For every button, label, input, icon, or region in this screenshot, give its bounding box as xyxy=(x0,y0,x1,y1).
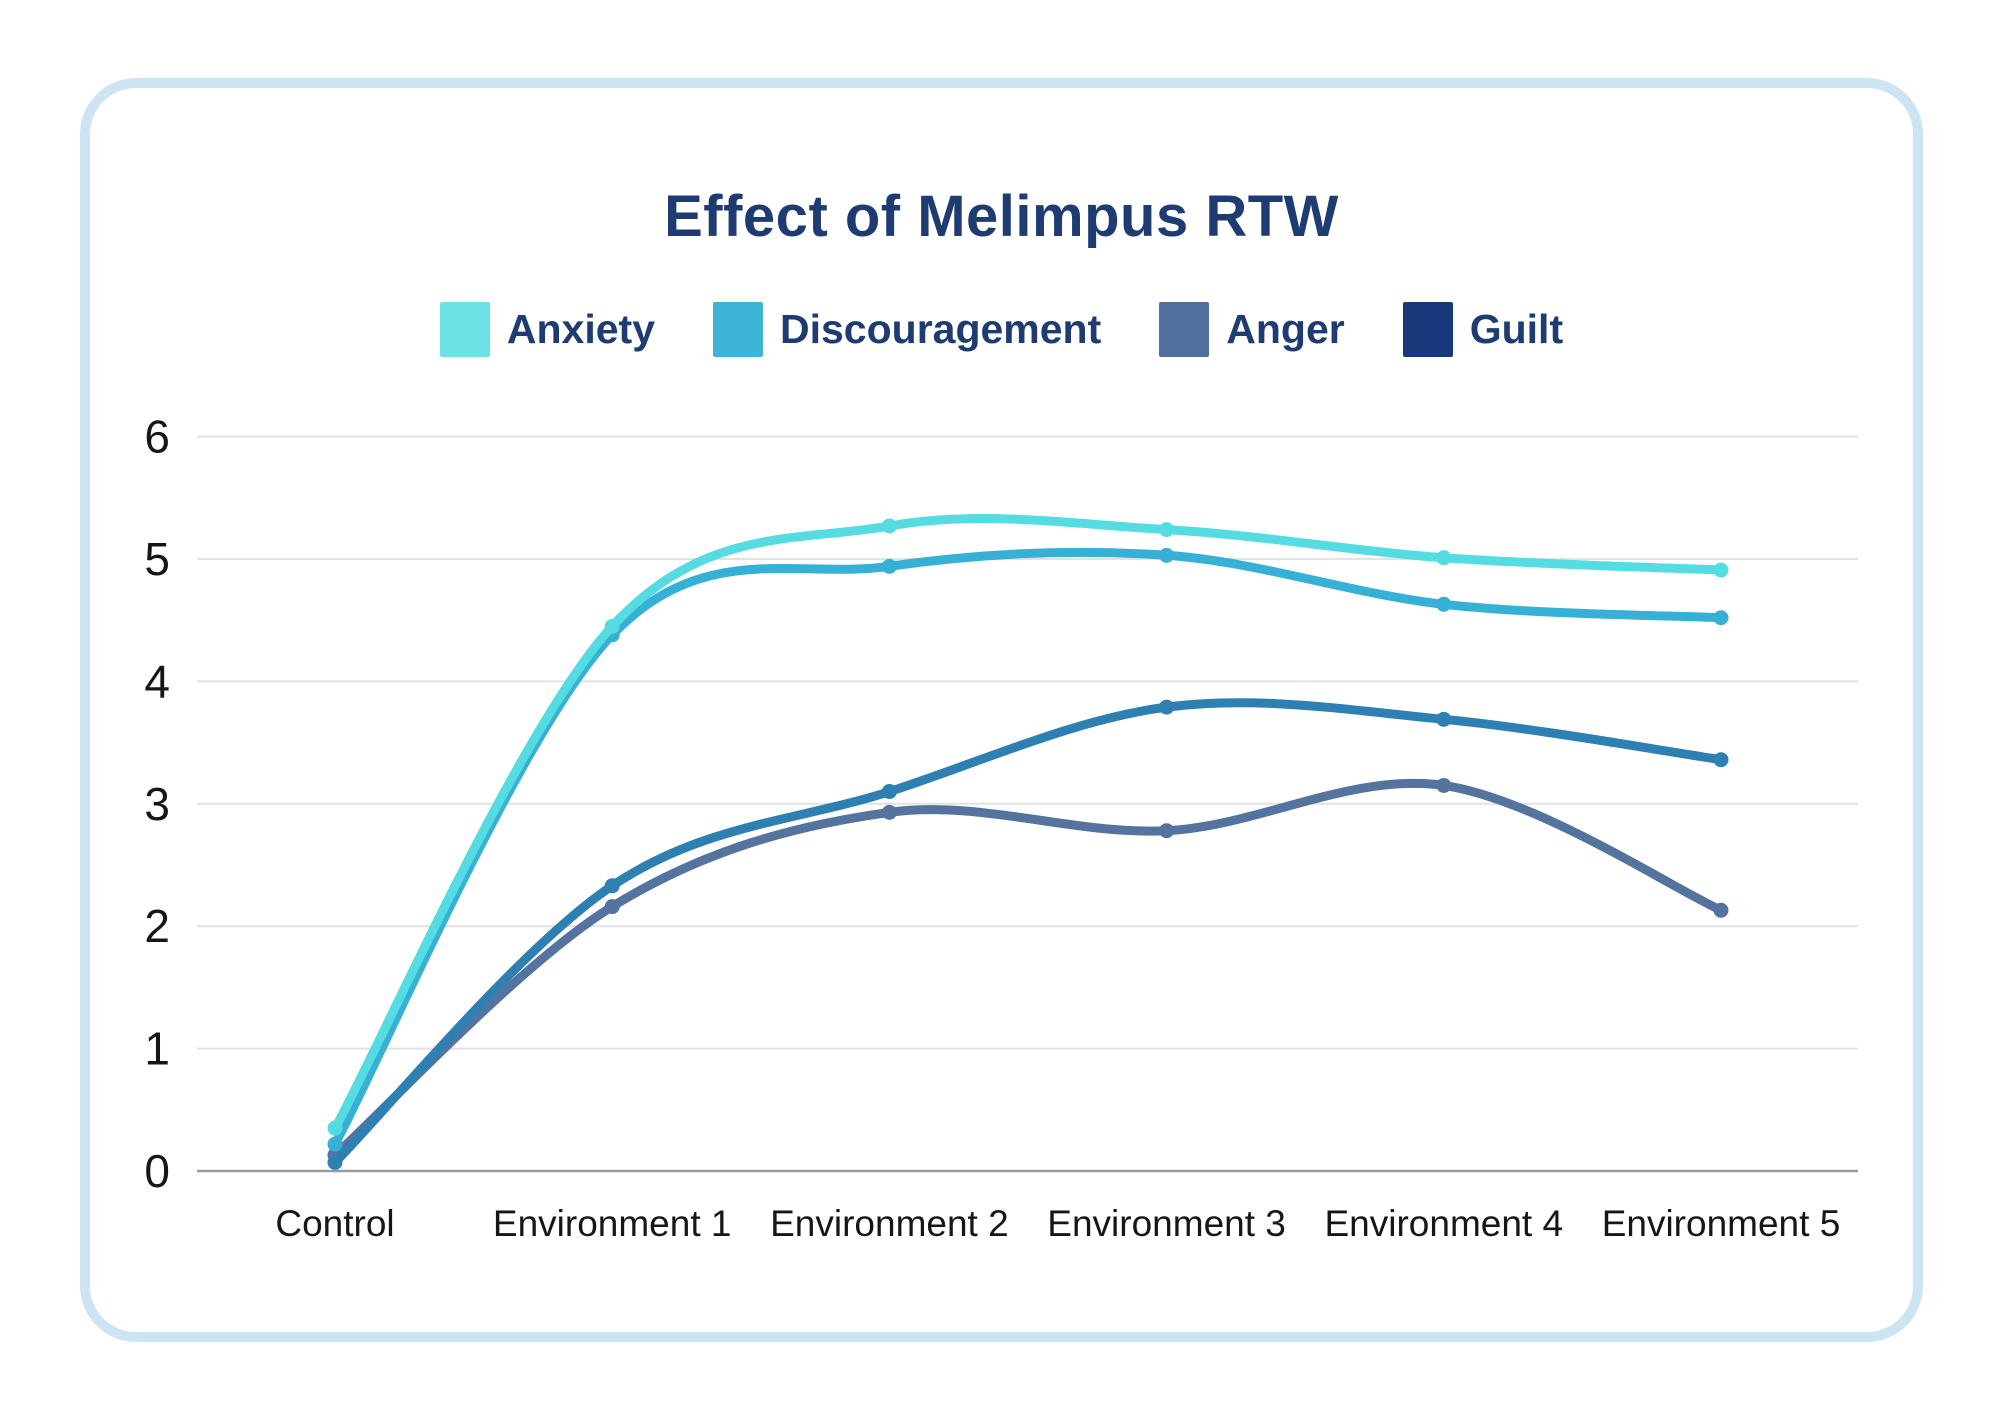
legend-swatch-discouragement xyxy=(713,302,763,357)
chart-card: Effect of Melimpus RTW Anxiety Discourag… xyxy=(80,78,1923,1342)
legend-swatch-guilt xyxy=(1402,302,1453,357)
legend-label-guilt: Guilt xyxy=(1469,306,1564,352)
legend-item-anger: Anger xyxy=(1159,302,1345,357)
legend-label-anxiety: Anxiety xyxy=(506,306,655,352)
legend-label-discouragement: Discouragement xyxy=(780,306,1102,352)
legend-item-discouragement: Discouragement xyxy=(713,302,1101,357)
legend-label-anger: Anger xyxy=(1226,306,1345,352)
legend: Anxiety Discouragement Anger Guilt xyxy=(90,302,1913,357)
chart-title: Effect of Melimpus RTW xyxy=(664,184,1339,249)
legend-swatch-anxiety xyxy=(439,302,490,357)
legend-item-guilt: Guilt xyxy=(1402,302,1564,357)
legend-swatch-anger xyxy=(1159,302,1210,357)
legend-item-anxiety: Anxiety xyxy=(439,302,655,357)
